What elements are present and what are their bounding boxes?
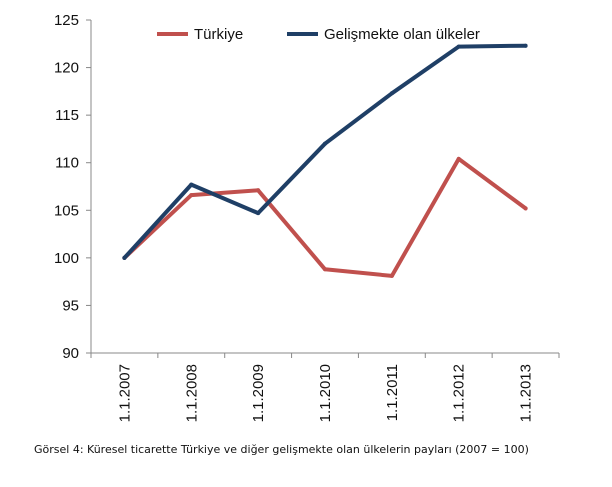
y-tick-label: 105 — [54, 202, 79, 219]
series-2-point — [256, 211, 261, 216]
y-axis-ticks: 90 95 100 105 110 115 120 125 — [54, 12, 91, 362]
chart-axes — [90, 20, 559, 354]
legend-label-1: Türkiye — [194, 26, 243, 43]
chart-legend: Türkiye Gelişmekte olan ülkeler — [157, 26, 480, 43]
series-1-point — [256, 188, 261, 193]
series-line-1 — [122, 156, 528, 278]
x-tick-label: 1.1.2012 — [451, 364, 468, 422]
y-tick-label: 120 — [54, 60, 79, 77]
figure-caption: Görsel 4: Küresel ticarette Türkiye ve d… — [34, 443, 529, 456]
series-2-point — [523, 43, 528, 48]
x-tick-label: 1.1.2011 — [384, 364, 401, 421]
x-tick-label: 1.1.2013 — [518, 364, 535, 422]
series-2-point — [456, 44, 461, 49]
y-tick-label: 95 — [62, 297, 79, 314]
legend-label-2: Gelişmekte olan ülkeler — [324, 26, 480, 43]
x-tick-label: 1.1.2007 — [116, 364, 133, 422]
series-line-2 — [122, 43, 528, 260]
series-1-point — [523, 206, 528, 211]
series-2-point — [389, 91, 394, 96]
series-1-point — [456, 156, 461, 161]
series-1-point — [323, 267, 327, 272]
y-tick-label: 90 — [62, 345, 79, 362]
y-tick-label: 110 — [55, 155, 79, 172]
chart-series — [122, 43, 528, 278]
y-tick-label: 100 — [54, 250, 79, 267]
x-tick-label: 1.1.2010 — [317, 364, 334, 422]
y-tick-label: 115 — [55, 107, 79, 124]
series-1-point — [389, 273, 394, 278]
x-tick-label: 1.1.2009 — [250, 364, 267, 422]
series-2-point — [189, 182, 194, 187]
y-tick-label: 125 — [54, 12, 79, 29]
x-tick-label: 1.1.2008 — [183, 364, 200, 422]
series-1-point — [189, 193, 194, 198]
series-2-point — [122, 255, 127, 260]
x-axis-ticks: 1.1.2007 1.1.2008 1.1.2009 1.1.2010 1.1.2011… — [90, 353, 560, 422]
series-2-point — [323, 141, 327, 146]
